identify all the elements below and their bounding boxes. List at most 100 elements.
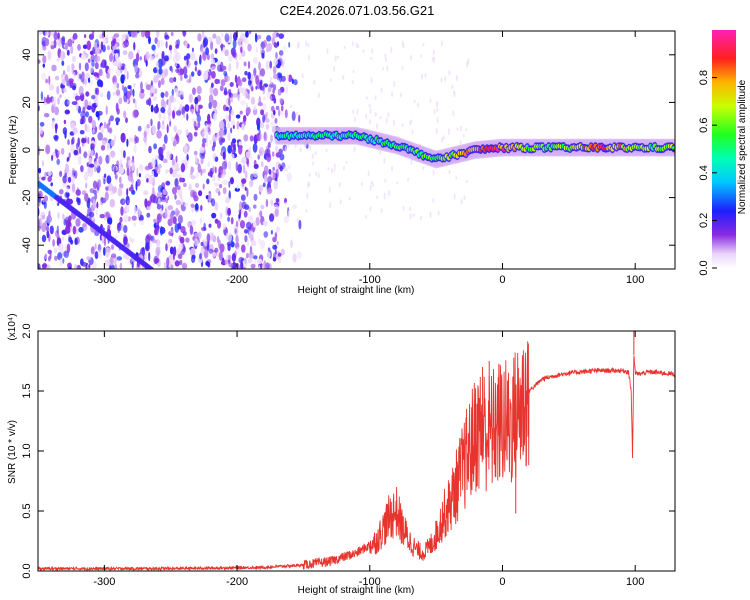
noise-blob [269,60,273,69]
noise-blob [156,167,161,175]
noise-blob [95,97,99,107]
noise-blob [75,189,81,196]
noise-blob [83,171,89,182]
noise-blob [244,170,248,180]
noise-blob [112,91,116,96]
noise-blob [402,205,405,211]
noise-blob [87,206,92,217]
colorbar-tick-label: 0.6 [698,118,710,133]
noise-blob [89,188,95,194]
noise-blob [91,95,96,100]
noise-blob [227,145,233,154]
noise-blob [187,132,193,143]
noise-blob [267,181,271,188]
colorbar-gradient [712,30,736,268]
noise-blob [40,91,44,101]
noise-blob [105,251,110,258]
noise-blob [134,206,137,215]
noise-blob [153,218,157,223]
noise-blob [60,84,66,89]
noise-blob [70,45,74,54]
noise-blob [248,215,254,224]
noise-blob [286,172,292,182]
noise-blob [234,187,240,192]
noise-blob [191,219,197,226]
noise-blob [38,263,41,269]
noise-blob [248,79,252,86]
noise-blob [100,145,106,151]
noise-blob [203,249,209,259]
noise-blob [227,207,232,216]
noise-blob [411,129,414,135]
noise-blob [126,188,129,197]
noise-blob [46,229,50,239]
noise-blob [191,71,195,77]
noise-blob [369,108,372,114]
noise-blob [105,154,110,164]
noise-blob [255,216,260,226]
noise-blob [77,199,81,206]
noise-blob [228,63,232,72]
noise-blob [145,51,150,61]
noise-blob [62,78,66,85]
noise-blob [465,128,468,132]
noise-blob [90,54,96,62]
noise-blob [42,55,47,64]
noise-blob [441,137,444,143]
noise-blob [240,46,243,54]
noise-blob [160,124,166,130]
noise-blob [154,228,158,236]
noise-blob [166,150,172,161]
noise-blob [204,238,208,247]
noise-blob [367,170,370,177]
noise-blob [440,77,443,83]
noise-blob [429,211,432,219]
noise-blob [317,92,320,99]
noise-blob [262,182,266,188]
noise-blob [130,31,137,38]
noise-blob [171,68,174,73]
spectrogram-ytick-label: 40 [21,49,33,61]
noise-blob [63,119,67,125]
noise-blob [123,225,128,233]
noise-blob [271,151,275,157]
noise-blob [174,194,177,200]
noise-blob [157,213,163,220]
noise-blob [135,73,140,79]
noise-blob [66,243,71,253]
noise-blob [383,192,386,200]
noise-blob [272,73,278,80]
noise-blob [150,104,154,113]
noise-blob [196,114,201,123]
noise-blob [258,146,264,157]
noise-blob [235,234,239,244]
noise-blob [435,127,438,134]
noise-blob [382,67,385,71]
noise-blob [44,253,48,260]
noise-blob [56,158,60,165]
noise-blob [151,44,156,51]
noise-blob [259,68,266,77]
noise-blob [100,125,105,133]
noise-blob [125,33,130,40]
noise-blob [291,78,294,84]
noise-blob [436,116,439,124]
noise-blob [99,80,104,88]
noise-blob [261,52,265,59]
noise-blob [88,163,95,168]
noise-blob [126,167,130,176]
noise-blob [159,39,165,47]
noise-blob [230,177,234,185]
noise-blob [180,198,184,206]
noise-blob [229,82,234,87]
noise-blob [275,198,280,203]
noise-blob [195,103,199,112]
noise-blob [202,183,205,190]
noise-blob [369,184,372,191]
noise-blob [65,163,69,173]
noise-blob [240,100,246,106]
noise-blob [48,75,51,85]
noise-blob [407,177,410,182]
noise-blob [262,103,267,112]
